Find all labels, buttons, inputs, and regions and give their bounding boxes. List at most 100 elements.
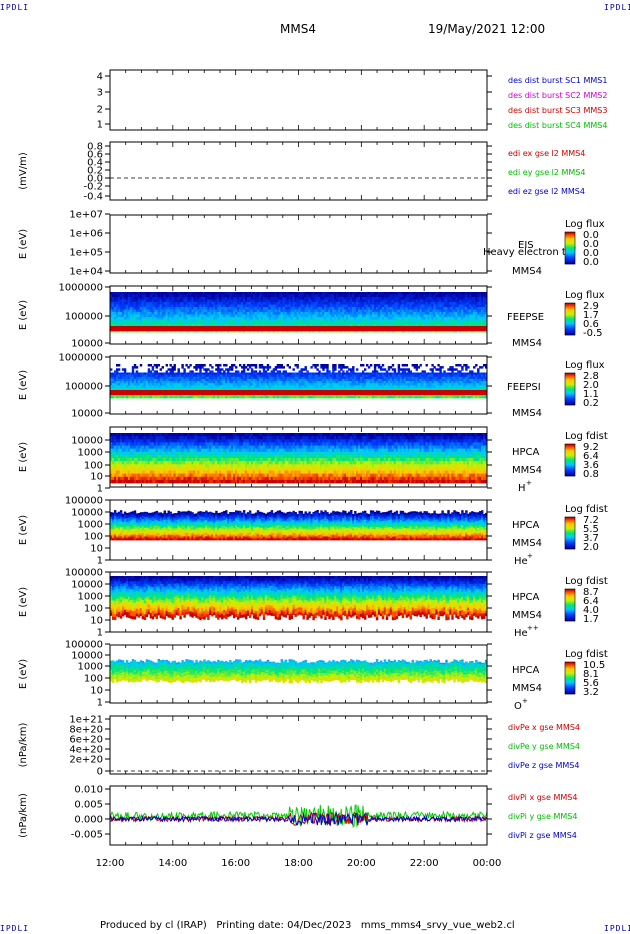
- y-tick-label: 100000: [65, 312, 103, 323]
- y-tick-label: 1e+06: [69, 229, 103, 240]
- corner-label-top-right: IPDLI: [604, 3, 630, 12]
- footer-printing-date: Printing date: 04/Dec/2023: [216, 920, 352, 931]
- panel-p5: 10000 100000 1000000 E (eV) FEEPSI MMS4 Log fl…: [18, 353, 605, 420]
- y-tick-label: 100000: [65, 496, 103, 507]
- y-tick-label: 0.000: [74, 815, 103, 826]
- instrument-label: HPCA: [512, 520, 540, 531]
- instrument-label: MMS4: [512, 408, 542, 419]
- spectrogram-band-p4: [110, 326, 487, 331]
- y-tick-label: 4: [97, 72, 103, 83]
- y-tick-label: 10: [90, 686, 103, 697]
- colorbar-tick-label: 8.7: [583, 587, 599, 598]
- series-line-0: [109, 804, 488, 828]
- y-axis-label: E (eV): [18, 442, 29, 472]
- x-tick-label: 12:00: [96, 858, 125, 869]
- y-tick-label: 2e+20: [69, 755, 103, 766]
- x-tick-label: 18:00: [284, 858, 313, 869]
- y-tick-label: 2: [97, 105, 103, 116]
- y-tick-label: 10: [90, 616, 103, 627]
- y-axis-label: (nPa/km): [18, 793, 29, 838]
- species-superscript: ++: [527, 624, 539, 632]
- colorbar-tick-label: 5.5: [583, 524, 599, 535]
- y-tick-label: -0.005: [71, 830, 103, 841]
- y-tick-label: 1000000: [58, 353, 103, 364]
- y-tick-label: 1: [97, 120, 103, 131]
- colorbar-tick-label: 0.2: [583, 398, 599, 409]
- y-tick-label: 100000: [65, 568, 103, 579]
- y-tick-label: 1e+05: [69, 248, 103, 259]
- y-tick-label: 100: [84, 674, 103, 685]
- colorbar-title: Log flux: [565, 360, 605, 371]
- instrument-label: MMS4: [512, 465, 542, 476]
- legend-entry: divPe z gse MMS4: [508, 761, 579, 770]
- colorbar-title: Log fdist: [565, 649, 608, 660]
- colorbar-tick-label: 4.0: [583, 605, 599, 616]
- y-tick-label: 1e+04: [69, 267, 103, 278]
- panel-p1: 1 2 3 4 des dist burst SC1 MMS1 des dist burs…: [97, 69, 607, 131]
- y-tick-label: 1e+07: [69, 210, 103, 221]
- legend-entry: divPi y gse MMS4: [508, 812, 577, 821]
- y-tick-label: -0.2: [83, 182, 103, 193]
- colorbar-tick-label: 2.0: [583, 542, 599, 553]
- colorbar-tick-label: 0.0: [583, 257, 599, 268]
- legend-entry: divPe x gse MMS4: [508, 723, 580, 732]
- colorbar-tick-label: 7.2: [583, 515, 599, 526]
- y-tick-label: 1000: [78, 520, 103, 531]
- panel-frame: [109, 715, 488, 775]
- legend-entry: des dist burst SC4 MMS4: [508, 121, 607, 130]
- spectrogram-p4: [110, 292, 488, 333]
- y-tick-label: 0.4: [87, 158, 103, 169]
- y-tick-label: 6e+20: [69, 735, 103, 746]
- instrument-label: MMS4: [512, 683, 542, 694]
- y-tick-label: 0.2: [87, 166, 103, 177]
- y-tick-label: 1: [97, 628, 103, 639]
- colorbar: [564, 661, 576, 695]
- series-line-2: [109, 812, 488, 827]
- colorbar-tick-label: 0.0: [583, 230, 599, 241]
- y-tick-label: 10000: [71, 436, 103, 447]
- y-tick-label: 1000: [78, 662, 103, 673]
- y-tick-label: 10000: [71, 508, 103, 519]
- y-tick-label: 10000: [71, 580, 103, 591]
- colorbar-tick-label: 1.7: [583, 614, 599, 625]
- y-tick-label: 10: [90, 544, 103, 555]
- y-tick-label: 1: [97, 698, 103, 709]
- y-tick-label: 1000: [78, 448, 103, 459]
- y-tick-label: 1: [97, 484, 103, 495]
- colorbar-tick-label: 2.0: [583, 380, 599, 391]
- colorbar-tick-label: 10.5: [583, 660, 605, 671]
- colorbar-title: Log fdist: [565, 576, 608, 587]
- spectrogram-p8: [110, 576, 488, 621]
- y-tick-label: 1000000: [58, 283, 103, 294]
- species-label: He: [514, 628, 528, 639]
- colorbar-tick-label: 3.6: [583, 460, 599, 471]
- spectrogram-band-p5: [110, 390, 487, 395]
- panel-frame: [109, 69, 488, 131]
- legend-entry: des dist burst SC1 MMS1: [508, 76, 607, 85]
- colorbar: [564, 588, 576, 622]
- y-tick-label: 4e+20: [69, 745, 103, 756]
- colorbar: [564, 231, 576, 265]
- instrument-label: HPCA: [512, 665, 540, 676]
- colorbar-tick-label: -0.5: [583, 328, 603, 339]
- instrument-label: FEEPSE: [507, 312, 544, 323]
- colorbar-tick-label: 0.0: [583, 248, 599, 259]
- colorbar-tick-label: 0.8: [583, 469, 599, 480]
- colorbar-tick-label: 1.1: [583, 389, 599, 400]
- y-tick-label: 1e+21: [69, 715, 103, 726]
- legend-entry: edi ey gse l2 MMS4: [508, 168, 586, 177]
- footer-script-name: mms_mms4_srvy_vue_web2.cl: [360, 920, 515, 931]
- y-tick-label: 100000: [65, 382, 103, 393]
- colorbar-tick-label: 3.7: [583, 533, 599, 544]
- colorbar-tick-label: 9.2: [583, 442, 599, 453]
- x-tick-label: 22:00: [410, 858, 439, 869]
- colorbar-tick-label: 1.7: [583, 310, 599, 321]
- panel-frame: [109, 214, 488, 274]
- y-axis-label: E (eV): [18, 659, 29, 689]
